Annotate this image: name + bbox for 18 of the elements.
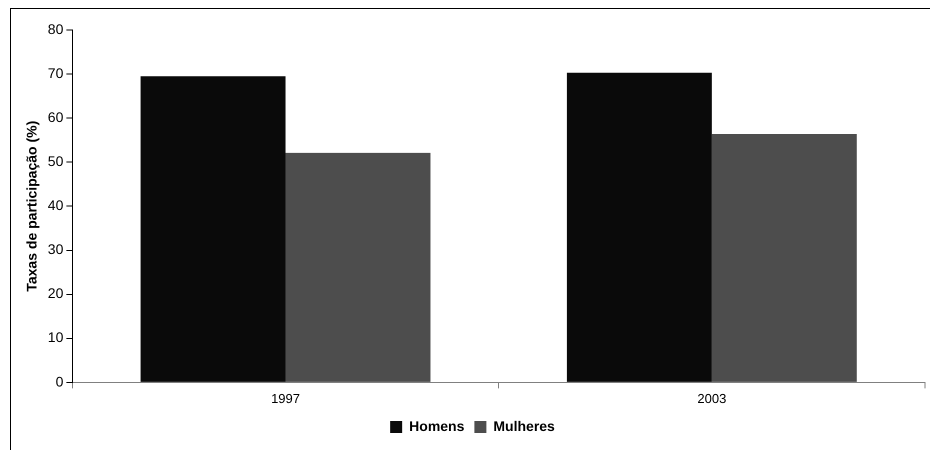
legend-label: Mulheres	[493, 418, 556, 434]
bar	[712, 134, 857, 382]
y-tick-label: 70	[48, 64, 64, 81]
legend-label: Homens	[409, 418, 465, 434]
y-tick-label: 20	[48, 285, 64, 302]
y-tick-label: 30	[48, 241, 64, 258]
y-tick-label: 50	[48, 153, 64, 170]
x-tick-label: 1997	[271, 390, 300, 406]
y-tick-label: 40	[48, 197, 64, 214]
y-tick-label: 10	[48, 329, 64, 346]
bar	[140, 76, 286, 382]
x-tick-label: 2003	[697, 390, 726, 406]
bar	[286, 152, 430, 382]
y-tick-label: 80	[48, 20, 64, 37]
bar	[566, 72, 712, 382]
y-axis-title: Taxas de participação (%)	[23, 120, 40, 292]
y-tick-label: 60	[48, 108, 64, 125]
y-tick-label: 0	[56, 373, 64, 390]
